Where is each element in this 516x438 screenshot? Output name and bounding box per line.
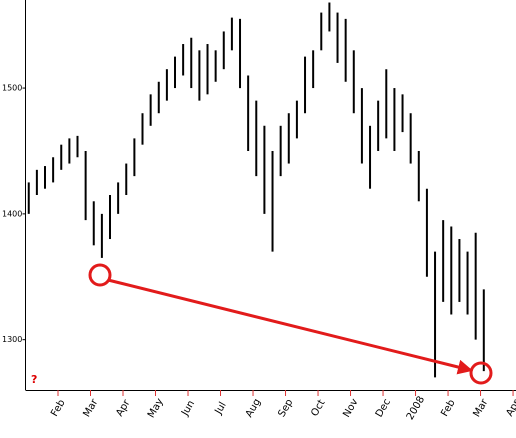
x-tick-label: Jun bbox=[179, 399, 197, 419]
x-tick-label: Mar bbox=[471, 397, 490, 420]
y-tick-label: 1400 bbox=[2, 209, 22, 218]
x-tick-label: Apr bbox=[114, 397, 133, 418]
plot-area bbox=[27, 2, 485, 378]
highlight-circle bbox=[88, 263, 112, 287]
x-tick-label: Feb bbox=[439, 398, 457, 419]
x-tick-label: Mar bbox=[81, 397, 100, 420]
highlight-circle bbox=[469, 361, 493, 385]
x-tick-label: Apr bbox=[504, 397, 516, 418]
x-tick-label: 2008 bbox=[405, 394, 427, 422]
x-tick-label: Nov bbox=[341, 397, 360, 419]
x-tick-label: Dec bbox=[374, 397, 393, 419]
x-tick-label: Jul bbox=[213, 400, 229, 417]
x-tick-label: May bbox=[146, 396, 166, 419]
annotation: ? bbox=[31, 373, 37, 386]
y-tick-label: 1500 bbox=[2, 84, 22, 93]
arrow bbox=[107, 278, 473, 375]
x-tick-label: Aug bbox=[244, 397, 263, 419]
x-tick-label: Sep bbox=[276, 397, 295, 419]
x-tick-label: Oct bbox=[309, 398, 327, 419]
x-tick-label: Feb bbox=[49, 398, 67, 419]
y-tick-label: 1300 bbox=[2, 335, 22, 344]
